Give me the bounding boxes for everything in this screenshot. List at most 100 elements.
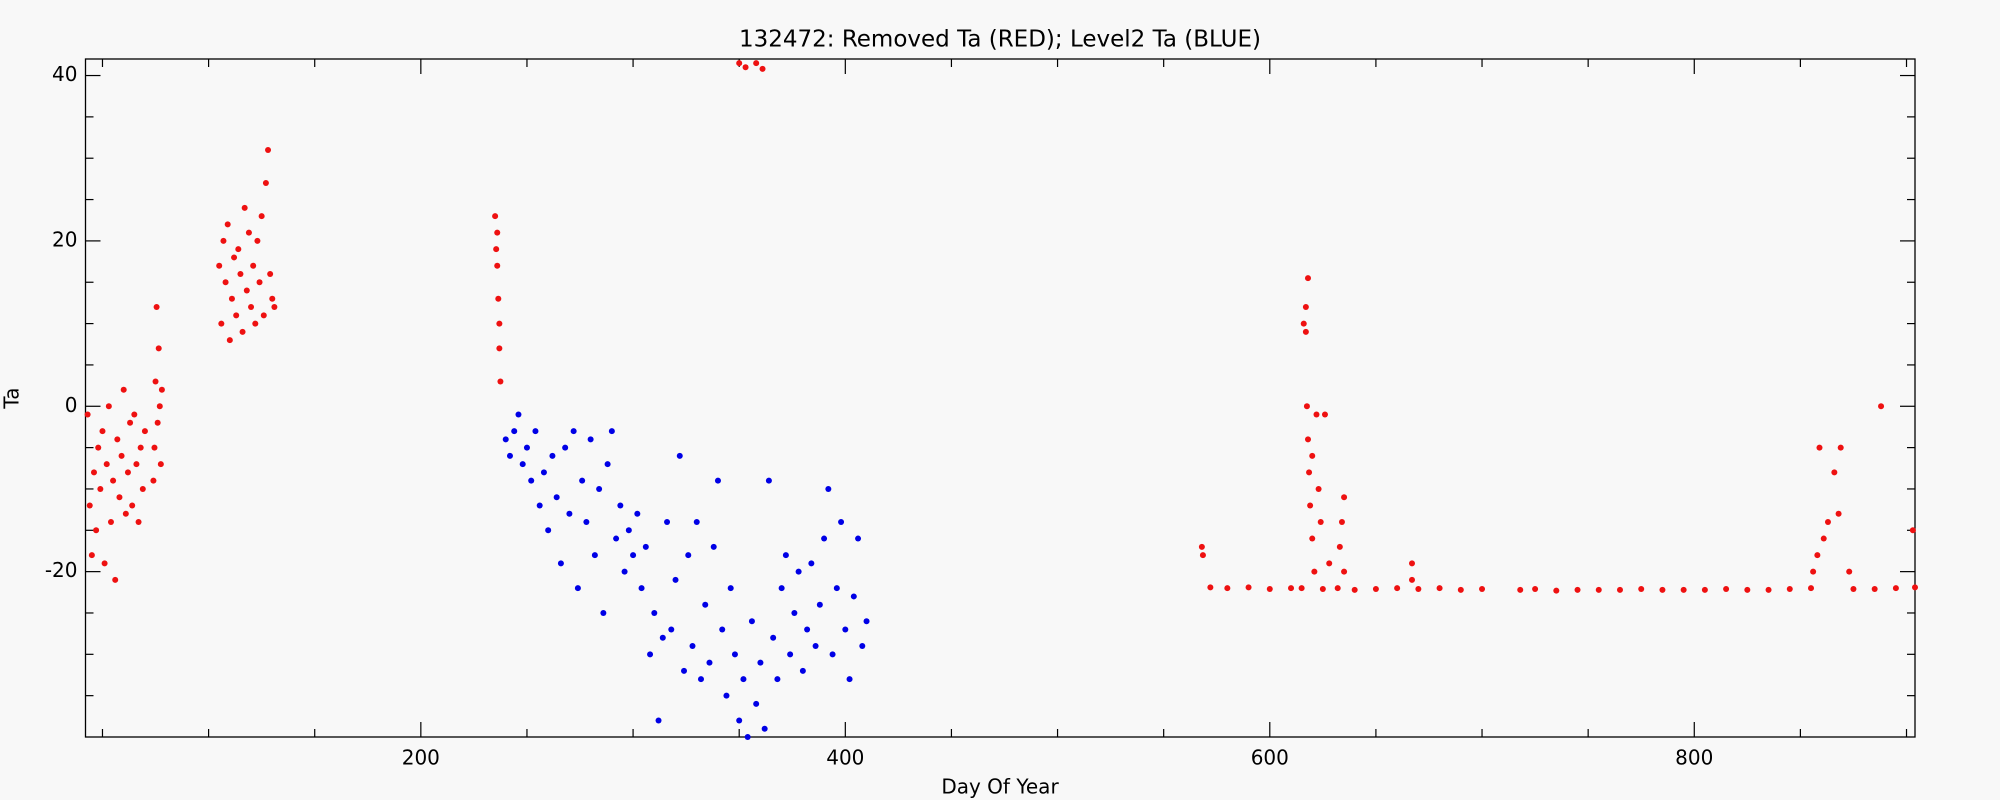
y-tick-label: 20	[52, 227, 77, 251]
data-point	[1837, 444, 1844, 451]
data-point	[545, 527, 552, 534]
data-point	[1517, 586, 1524, 593]
data-point	[1300, 320, 1307, 327]
data-point	[226, 337, 233, 344]
data-point	[630, 552, 637, 559]
data-point	[1408, 576, 1415, 583]
data-point	[1831, 469, 1838, 476]
data-point	[647, 651, 654, 658]
data-point	[744, 734, 751, 740]
data-point	[562, 444, 569, 451]
data-point	[258, 213, 265, 220]
data-point	[254, 237, 261, 244]
data-point	[1311, 568, 1318, 575]
data-point	[795, 568, 802, 575]
data-point	[1616, 586, 1623, 593]
data-point	[850, 593, 857, 600]
data-point	[101, 560, 108, 567]
data-point	[1288, 585, 1295, 592]
data-point	[103, 461, 110, 468]
data-point	[1816, 444, 1823, 451]
data-point	[88, 552, 95, 559]
data-point	[139, 485, 146, 492]
data-point	[863, 618, 870, 625]
data-point	[141, 428, 148, 435]
data-point	[549, 452, 556, 459]
data-point	[685, 552, 692, 559]
data-point	[1415, 585, 1422, 592]
data-point	[778, 585, 785, 592]
data-point	[97, 485, 104, 492]
data-point	[782, 552, 789, 559]
data-point	[757, 659, 764, 666]
data-point	[1814, 552, 1821, 559]
data-point	[233, 312, 240, 319]
data-point	[557, 560, 564, 567]
y-tick-label: 40	[52, 62, 77, 86]
y-axis-label: Ta	[0, 387, 24, 409]
data-point	[271, 304, 278, 311]
data-point	[668, 626, 675, 633]
data-point	[110, 477, 117, 484]
data-point	[579, 477, 586, 484]
data-point	[1199, 552, 1206, 559]
data-point	[655, 717, 662, 724]
data-point	[1659, 586, 1666, 593]
data-point	[608, 428, 615, 435]
data-point	[710, 543, 717, 550]
data-point	[511, 428, 518, 435]
data-point	[1878, 403, 1885, 410]
data-point	[748, 618, 755, 625]
data-point	[604, 461, 611, 468]
data-point	[492, 213, 499, 220]
data-point	[634, 510, 641, 517]
data-point	[1304, 275, 1311, 282]
data-point	[150, 477, 157, 484]
data-point	[262, 180, 269, 187]
x-axis-label: Day Of Year	[941, 775, 1059, 799]
data-point	[1892, 585, 1899, 592]
data-point	[222, 279, 229, 286]
data-point	[1479, 585, 1486, 592]
data-point	[821, 535, 828, 542]
data-point	[1351, 586, 1358, 593]
data-point	[791, 609, 798, 616]
y-tick-label: -20	[45, 558, 78, 582]
data-point	[727, 585, 734, 592]
data-point	[736, 717, 743, 724]
data-point	[1306, 469, 1313, 476]
data-point	[248, 304, 255, 311]
data-point	[1846, 568, 1853, 575]
data-point	[1313, 411, 1320, 418]
data-point	[659, 634, 666, 641]
data-point	[124, 469, 131, 476]
data-point	[496, 345, 503, 352]
data-point	[495, 295, 502, 302]
data-point	[613, 535, 620, 542]
data-point	[774, 676, 781, 683]
data-point	[1302, 304, 1309, 311]
data-point	[799, 667, 806, 674]
data-point	[1303, 403, 1310, 410]
data-point	[842, 626, 849, 633]
data-point	[1298, 585, 1305, 592]
data-point	[676, 452, 683, 459]
data-point	[267, 270, 274, 277]
data-point	[1765, 586, 1772, 593]
data-point	[86, 502, 93, 509]
data-point	[833, 585, 840, 592]
data-point	[1532, 585, 1539, 592]
data-point	[1315, 485, 1322, 492]
data-point	[135, 519, 142, 526]
data-point	[269, 295, 276, 302]
data-point	[651, 609, 658, 616]
data-point	[494, 262, 501, 269]
data-point	[1309, 535, 1316, 542]
data-point	[536, 502, 543, 509]
data-point	[681, 667, 688, 674]
data-point	[90, 469, 97, 476]
data-point	[120, 386, 127, 393]
plot-frame	[84, 58, 1916, 738]
data-point	[256, 279, 263, 286]
